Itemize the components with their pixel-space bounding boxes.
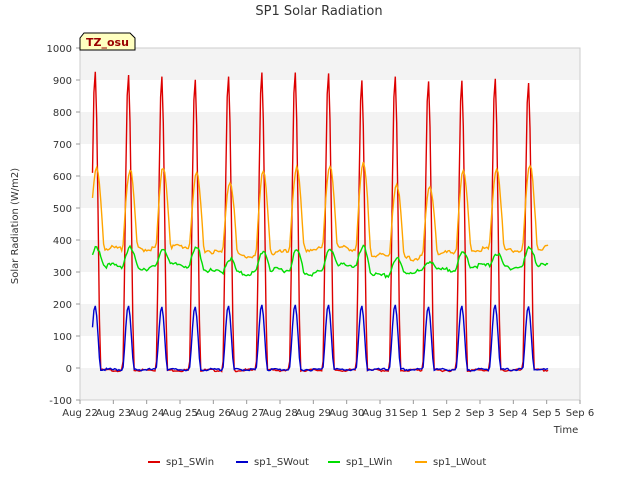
legend-label-sp1_SWout: sp1_SWout [254,457,309,468]
x-tick-label: Aug 27 [229,408,264,419]
legend-label-sp1_LWin: sp1_LWin [346,457,392,468]
y-tick-label: 400 [53,236,72,247]
x-tick-label: Sep 4 [499,408,527,419]
grid-band [80,368,580,400]
x-axis-title: Time [553,425,578,436]
y-tick-label: 500 [53,204,72,215]
y-tick-label: 800 [53,108,72,119]
x-tick-label: Aug 28 [262,408,297,419]
series-line-sp1_LWin [91,244,549,279]
chart-title: SP1 Solar Radiation [255,4,382,19]
y-tick-label: 700 [53,140,72,151]
y-tick-label: 0 [66,364,72,375]
x-tick-label: Sep 3 [466,408,494,419]
grid-band [80,48,580,80]
x-tick-label: Sep 5 [532,408,560,419]
y-tick-label: 200 [53,300,72,311]
x-tick-label: Aug 30 [329,408,364,419]
series-line-sp1_LWout [91,161,549,262]
x-tick-label: Aug 23 [96,408,131,419]
x-tick-label: Aug 22 [62,408,97,419]
tz-badge-label: TZ_osu [86,36,129,49]
grid-band [80,336,580,368]
y-tick-label: 1000 [47,44,72,55]
x-tick-label: Aug 24 [129,408,164,419]
legend-label-sp1_SWin: sp1_SWin [166,457,214,468]
legend-label-sp1_LWout: sp1_LWout [433,457,486,468]
legend: sp1_SWin sp1_SWout sp1_LWin sp1_LWout [148,457,486,468]
tz-badge: TZ_osu [79,32,136,51]
y-axis-title: Solar Radiation (W/m2) [10,168,21,284]
x-tick-label: Sep 1 [399,408,427,419]
y-tick-label: 900 [53,76,72,87]
grid-band [80,272,580,304]
y-tick-label: 600 [53,172,72,183]
x-tick-label: Aug 31 [362,408,397,419]
y-axis: -100 0 100 200 300 400 500 600 700 800 900 1000 [47,44,80,407]
x-tick-label: Aug 29 [296,408,331,419]
grid-band [80,240,580,272]
y-tick-label: -100 [49,396,72,407]
series-lines [91,71,549,373]
grid-band [80,176,580,208]
x-tick-label: Aug 26 [196,408,231,419]
x-tick-label: Sep 6 [566,408,594,419]
series-line-sp1_SWout [91,304,549,372]
y-tick-label: 100 [53,332,72,343]
y-tick-label: 300 [53,268,72,279]
plot-area [79,47,581,401]
x-tick-label: Sep 2 [432,408,460,419]
grid-band [80,208,580,240]
x-tick-label: Aug 25 [162,408,197,419]
